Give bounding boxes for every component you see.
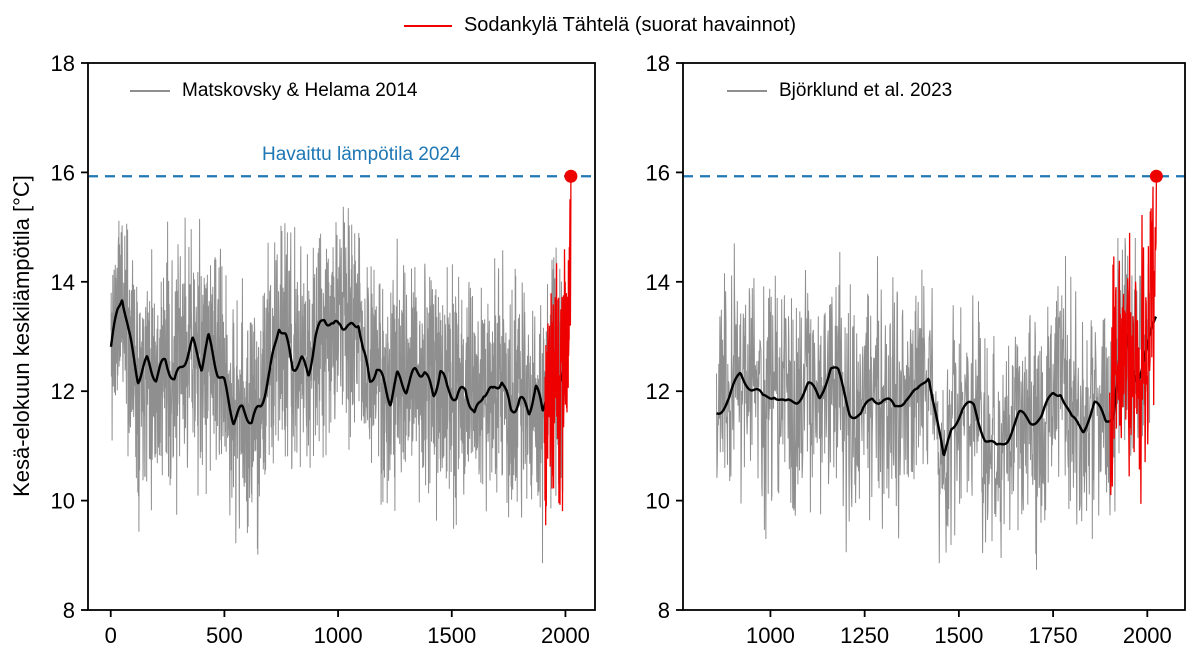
y-tick-label: 14 bbox=[646, 270, 670, 295]
legend-right-label: Björklund et al. 2023 bbox=[779, 80, 953, 101]
reference-line-label: Havaittu lämpötila 2024 bbox=[262, 144, 461, 165]
smoothed-series bbox=[716, 316, 1158, 457]
y-tick-label: 16 bbox=[646, 160, 670, 185]
legend-right-panel: Björklund et al. 2023 bbox=[727, 80, 952, 102]
y-tick-label: 16 bbox=[51, 160, 75, 185]
observations-series bbox=[1108, 176, 1158, 504]
endpoint-2024-marker bbox=[1149, 169, 1163, 183]
x-tick-label: 2000 bbox=[541, 623, 590, 648]
smoothed-series bbox=[109, 299, 568, 426]
x-tick-label: 1500 bbox=[934, 623, 983, 648]
axes-frame bbox=[682, 62, 1186, 611]
x-tick-label: 1250 bbox=[840, 623, 889, 648]
endpoint-2024-marker bbox=[564, 169, 578, 183]
y-tick-label: 14 bbox=[51, 270, 75, 295]
x-tick-label: 1750 bbox=[1029, 623, 1078, 648]
reconstruction-series bbox=[716, 237, 1151, 570]
y-tick-label: 18 bbox=[51, 51, 75, 76]
observations-series bbox=[543, 176, 572, 526]
x-tick-label: 0 bbox=[105, 623, 117, 648]
y-tick-label: 8 bbox=[658, 598, 670, 623]
axes-frame bbox=[87, 62, 596, 611]
reconstruction-series bbox=[110, 206, 567, 564]
y-tick-label: 10 bbox=[646, 489, 670, 514]
x-tick-label: 1000 bbox=[314, 623, 363, 648]
y-tick-label: 12 bbox=[51, 379, 75, 404]
legend-left-label: Matskovsky & Helama 2014 bbox=[182, 80, 418, 101]
x-tick-label: 1500 bbox=[427, 623, 476, 648]
red-line-swatch bbox=[403, 24, 452, 27]
gray-line-swatch bbox=[130, 90, 170, 92]
legend-observations-label: Sodankylä Tähtelä (suorat havainnot) bbox=[463, 14, 797, 36]
x-tick-label: 2000 bbox=[1123, 623, 1172, 648]
x-tick-label: 1000 bbox=[746, 623, 795, 648]
y-tick-label: 10 bbox=[51, 489, 75, 514]
legend-left-panel: Matskovsky & Helama 2014 bbox=[130, 80, 418, 102]
gray-line-swatch bbox=[727, 90, 767, 92]
y-tick-label: 18 bbox=[646, 51, 670, 76]
y-tick-label: 8 bbox=[63, 598, 75, 623]
legend-observations: Sodankylä Tähtelä (suorat havainnot) bbox=[403, 14, 797, 37]
y-tick-label: 12 bbox=[646, 379, 670, 404]
x-tick-label: 500 bbox=[206, 623, 243, 648]
y-axis-label: Kesä-elokuun keskilämpötila [°C] bbox=[9, 175, 34, 497]
